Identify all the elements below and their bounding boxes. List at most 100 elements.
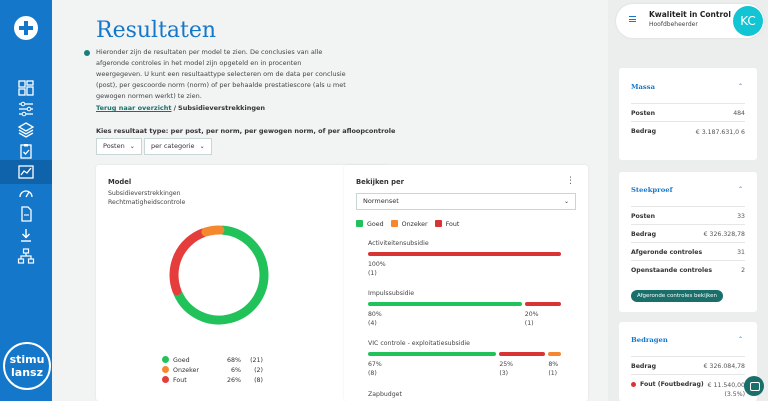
chevron-up-icon[interactable]: ⌃ xyxy=(737,336,743,343)
bar-segment-pct: 25% xyxy=(499,361,514,368)
bedragen-fout-label: Fout (Foutbedrag) xyxy=(640,381,704,388)
chevron-down-icon: ⌄ xyxy=(129,143,135,150)
legend-count: (8) xyxy=(254,377,263,384)
bar-segment-pct: 67% xyxy=(368,361,382,368)
clipboard-icon[interactable] xyxy=(17,143,35,159)
avatar[interactable]: KC xyxy=(733,6,763,36)
legend-label: Fout xyxy=(445,221,460,228)
steekproef-row: Posten 33 xyxy=(631,206,745,224)
bar-row-label: Activiteitensubsidie xyxy=(368,240,429,247)
model-card: Model ⋮ Subsidieverstrekkingen Rechtmati… xyxy=(96,165,389,401)
legend-label: Goed xyxy=(367,221,384,228)
bar-row-label: Impulssubsidie xyxy=(368,290,415,297)
menu-icon[interactable] xyxy=(629,16,636,22)
sliders-icon[interactable] xyxy=(17,101,35,117)
model-legend-item: Fout 26% (8) xyxy=(162,376,263,384)
result-type-dropdown[interactable]: Posten ⌄ xyxy=(96,138,142,155)
bar-segment-pct: 20% xyxy=(524,311,539,318)
steekproef-row: Bedrag € 326.328,78 xyxy=(631,224,745,242)
bar-segment[interactable] xyxy=(368,302,522,306)
page-title: Resultaten xyxy=(96,18,217,43)
legend-pct: 26% xyxy=(227,377,241,384)
view-per-title: Bekijken per xyxy=(356,178,404,186)
legend-label: Goed xyxy=(173,357,190,364)
sidebar: stimu lansz xyxy=(0,0,52,401)
bar-segment[interactable] xyxy=(524,302,561,306)
massa-bedrag-label: Bedrag xyxy=(631,128,656,135)
download-icon[interactable] xyxy=(17,227,35,243)
legend-swatch-icon xyxy=(162,376,169,383)
chart-icon[interactable] xyxy=(17,164,35,180)
steekproef-row-value: 31 xyxy=(737,249,745,256)
gauge-icon[interactable] xyxy=(17,185,35,201)
fout-dot-icon xyxy=(631,382,636,387)
legend-swatch-icon xyxy=(162,366,169,373)
bar-segment-pct: 8% xyxy=(548,361,559,368)
bar-segment[interactable] xyxy=(368,252,561,256)
model-type: Rechtmatigheidscontrole xyxy=(108,199,186,206)
steekproef-row-value: 2 xyxy=(741,267,745,274)
document-icon[interactable] xyxy=(17,206,35,222)
result-type-label: Kies resultaat type: per post, per norm,… xyxy=(96,127,396,135)
bar-segment-pct: 80% xyxy=(368,311,382,318)
steekproef-row: Openstaande controles 2 xyxy=(631,260,745,278)
view-legend: Goed Onzeker Fout xyxy=(356,220,466,228)
chevron-down-icon: ⌄ xyxy=(199,143,205,150)
breadcrumb: Terug naar overzicht / Subsidieverstrekk… xyxy=(96,104,265,112)
bar-segment-count: (8) xyxy=(368,370,377,377)
bedragen-card: Bedragen ⌃ Bedrag € 326.084,78 Fout (Fou… xyxy=(619,322,757,401)
donut-slice-fout[interactable] xyxy=(169,228,208,296)
normenset-value: Normenset xyxy=(363,197,399,205)
steekproef-row-label: Openstaande controles xyxy=(631,267,713,274)
massa-posten-label: Posten xyxy=(631,110,656,117)
intro-text: Hieronder zijn de resultaten per model t… xyxy=(96,48,346,100)
legend-label: Fout xyxy=(173,377,187,384)
user-name: Kwaliteit in Control xyxy=(649,10,731,19)
chat-icon[interactable] xyxy=(744,376,764,396)
category-value: per categorie xyxy=(151,142,195,150)
legend-swatch-icon xyxy=(434,220,442,227)
steekproef-row-label: Afgeronde controles xyxy=(631,249,703,256)
legend-label: Onzeker xyxy=(173,367,200,374)
bedragen-bedrag-row: Bedrag € 326.084,78 xyxy=(631,356,745,374)
completed-controls-button[interactable]: Afgeronde controles bekijken xyxy=(631,290,724,302)
bar-segment[interactable] xyxy=(499,352,546,356)
bedragen-title: Bedragen xyxy=(631,336,668,344)
bar-segment-count: (3) xyxy=(499,370,509,377)
bedragen-fout-row: Fout (Foutbedrag) € 11.540,00 (3.5%) xyxy=(631,374,745,400)
view-legend-item: Onzeker xyxy=(390,220,428,228)
donut-slice-onzeker[interactable] xyxy=(201,225,225,237)
breadcrumb-separator: / xyxy=(173,104,176,112)
add-logo-icon[interactable] xyxy=(14,16,38,40)
bar-row-label: VIC controle - exploitatiesubsidie xyxy=(368,340,470,347)
bar-segment-count: (1) xyxy=(548,370,558,377)
back-to-overview-link[interactable]: Terug naar overzicht xyxy=(96,104,172,112)
donut-chart xyxy=(169,225,269,325)
donut-slice-goed[interactable] xyxy=(173,225,269,325)
org-chart-icon[interactable] xyxy=(17,248,35,264)
view-per-card: Bekijken per ⋮ Normenset ⌄ Goed Onzeker Fou… xyxy=(344,165,588,401)
legend-swatch-icon xyxy=(356,220,363,227)
view-legend-item: Fout xyxy=(434,220,460,228)
massa-bedrag-value: € 3.187.631,0 6 xyxy=(695,129,745,136)
user-box[interactable]: Kwaliteit in Control Hoofdbeheerder KC xyxy=(616,4,764,38)
chevron-up-icon[interactable]: ⌃ xyxy=(737,186,743,193)
bar-segment[interactable] xyxy=(368,352,497,356)
bar-segment[interactable] xyxy=(548,352,561,356)
massa-title: Massa xyxy=(631,83,655,91)
info-bullet-icon xyxy=(84,50,90,56)
massa-posten-row: Posten 484 xyxy=(631,103,745,121)
more-options-icon[interactable]: ⋮ xyxy=(566,176,575,186)
massa-card: Massa ⌃ Posten 484 Bedrag € 3.187.631,0 … xyxy=(619,68,757,160)
chevron-up-icon[interactable]: ⌃ xyxy=(737,83,743,90)
category-dropdown[interactable]: per categorie ⌄ xyxy=(144,138,212,155)
bar-segment-count: (4) xyxy=(368,320,377,327)
steekproef-row-label: Bedrag xyxy=(631,231,656,238)
view-legend-item: Goed xyxy=(356,220,384,228)
normenset-select[interactable]: Normenset ⌄ xyxy=(356,193,576,210)
main-content: Resultaten Hieronder zijn de resultaten … xyxy=(52,0,602,401)
breadcrumb-current: Subsidieverstrekkingen xyxy=(178,104,266,112)
layers-icon[interactable] xyxy=(17,122,35,138)
model-name: Subsidieverstrekkingen xyxy=(108,190,181,197)
dashboard-icon[interactable] xyxy=(17,80,35,96)
